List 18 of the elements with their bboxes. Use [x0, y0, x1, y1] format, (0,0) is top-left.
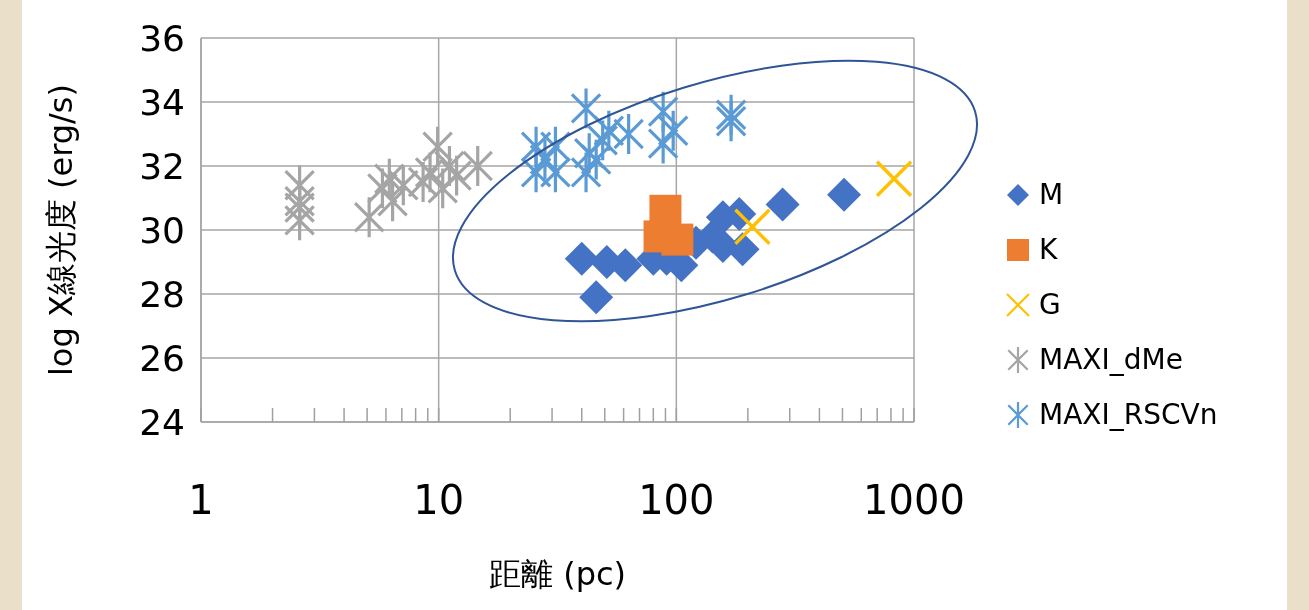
legend-label: K [1039, 233, 1058, 266]
x-tick-label: 100 [638, 477, 715, 523]
y-tick-label: 36 [139, 18, 185, 59]
legend-label: M [1039, 178, 1064, 211]
y-tick-label: 28 [139, 274, 185, 315]
x-tick-label: 1000 [863, 477, 965, 523]
y-tick-label: 34 [139, 82, 185, 123]
legend-label: G [1039, 288, 1061, 321]
y-tick-label: 32 [139, 146, 185, 187]
x-tick-label: 1 [188, 477, 214, 523]
y-tick-label: 24 [139, 402, 185, 443]
x-axis-title: 距離 (pc) [488, 555, 627, 593]
y-tick-label: 30 [139, 210, 185, 251]
legend-label: MAXI_dMe [1039, 343, 1183, 376]
legend-label: MAXI_RSCVn [1039, 398, 1218, 431]
x-tick-label: 10 [413, 477, 465, 523]
y-tick-label: 26 [139, 338, 185, 379]
y-axis-title: log X線光度 (erg/s) [42, 83, 80, 377]
